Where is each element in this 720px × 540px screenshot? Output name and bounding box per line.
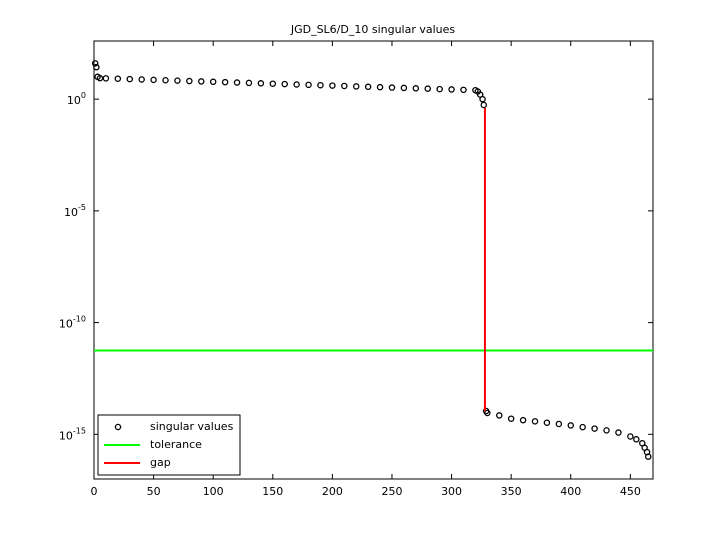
data-point	[257, 80, 265, 87]
data-point	[269, 80, 277, 87]
data-point	[150, 76, 157, 84]
chart-title: JGD_SL6/D_10 singular values	[290, 23, 456, 36]
y-tick-label: 10-10	[59, 314, 86, 331]
data-point	[424, 85, 431, 92]
data-point	[495, 412, 503, 419]
data-point	[436, 85, 443, 93]
data-point	[531, 418, 539, 425]
data-point	[567, 422, 575, 429]
data-point	[245, 79, 253, 87]
y-tick-label: 10-15	[59, 426, 86, 443]
data-point	[96, 74, 104, 82]
data-point	[644, 453, 652, 460]
data-point	[198, 78, 205, 85]
data-point	[543, 419, 551, 426]
data-point	[480, 101, 488, 109]
x-tick-label: 300	[441, 485, 462, 498]
data-point	[519, 416, 527, 424]
data-point	[615, 429, 622, 436]
legend-marker	[114, 423, 122, 431]
data-point	[479, 95, 486, 103]
data-point	[484, 409, 491, 417]
data-point	[633, 436, 640, 443]
legend-label: gap	[150, 456, 171, 469]
data-point	[91, 60, 99, 67]
x-tick-label: 350	[501, 485, 522, 498]
plot-area	[93, 40, 654, 480]
data-point	[579, 423, 586, 431]
data-point	[448, 86, 455, 93]
data-point	[388, 84, 396, 91]
data-point	[114, 75, 122, 82]
y-tick-label: 100	[67, 91, 86, 108]
x-tick-label: 0	[91, 485, 98, 498]
data-point	[93, 63, 100, 71]
data-point	[591, 425, 598, 432]
data-point	[555, 420, 563, 428]
x-tick-label: 100	[203, 485, 224, 498]
data-point	[341, 82, 348, 90]
data-point	[138, 76, 145, 83]
data-point	[293, 81, 300, 88]
data-point	[102, 75, 110, 82]
data-point	[352, 83, 360, 90]
x-tick-label: 400	[560, 485, 581, 498]
data-point	[364, 83, 372, 91]
data-point	[329, 82, 336, 89]
data-point	[126, 75, 134, 83]
data-point	[376, 83, 384, 91]
x-tick-label: 150	[262, 485, 283, 498]
data-point	[174, 77, 181, 84]
data-point	[317, 81, 324, 89]
data-point	[400, 84, 408, 92]
data-point	[507, 415, 515, 422]
data-point	[305, 81, 312, 89]
legend-label: singular values	[150, 420, 234, 433]
y-tick-label: 10-5	[64, 202, 86, 219]
data-point	[603, 427, 610, 434]
data-point	[162, 76, 169, 84]
data-point	[233, 79, 241, 86]
x-tick-label: 450	[620, 485, 641, 498]
data-point	[221, 78, 229, 86]
data-point	[186, 77, 193, 85]
data-point	[627, 433, 634, 440]
data-point	[281, 80, 288, 88]
x-tick-label: 50	[147, 485, 161, 498]
data-point	[412, 85, 420, 92]
x-tick-label: 200	[322, 485, 343, 498]
x-tick-label: 250	[381, 485, 402, 498]
data-point	[209, 78, 217, 86]
legend-label: tolerance	[150, 438, 202, 451]
data-point	[460, 86, 467, 94]
